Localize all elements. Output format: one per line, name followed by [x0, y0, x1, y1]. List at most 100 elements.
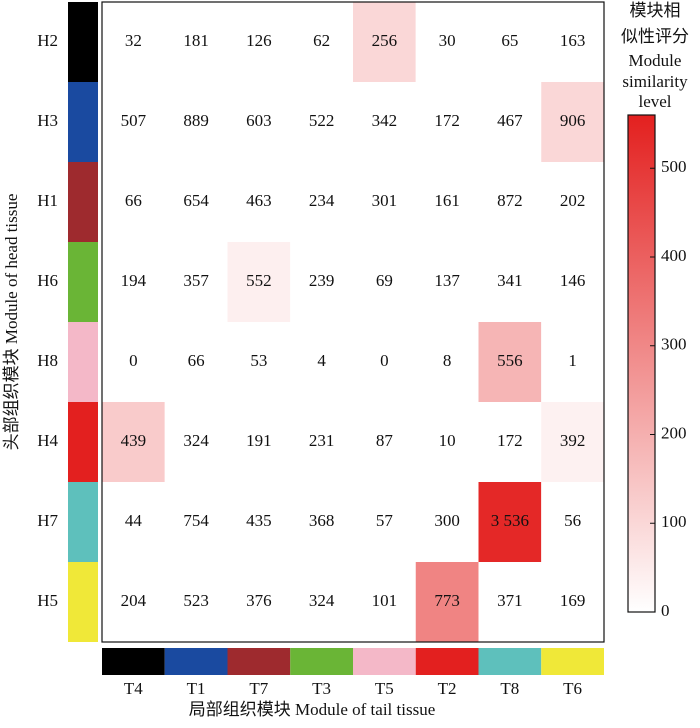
cell-label: 30 [439, 31, 456, 50]
cell-label: 507 [121, 111, 147, 130]
cell-label: 324 [183, 431, 209, 450]
y-tick-label: H4 [37, 431, 58, 450]
x-tick-label: T7 [249, 679, 268, 698]
heat-cell [415, 562, 479, 642]
heat-cell [353, 482, 416, 562]
y-tick-label: H8 [37, 351, 58, 370]
heat-cell [290, 2, 353, 82]
heat-cell [102, 242, 165, 322]
heat-cell [102, 402, 165, 482]
cell-label: 231 [309, 431, 335, 450]
colorbar-title: Module [629, 51, 682, 70]
heat-cell [541, 402, 604, 482]
heat-cell [102, 2, 165, 82]
cell-label: 172 [434, 111, 460, 130]
colorbar-title: 似性评分 [621, 27, 689, 46]
heat-cell [227, 2, 291, 82]
column-color [227, 648, 291, 675]
heat-cell [353, 82, 416, 162]
cell-label: 56 [564, 511, 581, 530]
colorbar-tick-label: 200 [661, 423, 687, 442]
heat-cell [227, 162, 291, 242]
x-tick-label: T3 [312, 679, 331, 698]
cell-label: 126 [246, 31, 272, 50]
heat-cell [164, 322, 228, 402]
cell-label: 256 [372, 31, 398, 50]
column-color [353, 648, 416, 675]
cell-label: 906 [560, 111, 586, 130]
colorbar-tick-label: 100 [661, 512, 687, 531]
heat-cell [541, 322, 604, 402]
cell-label: 368 [309, 511, 335, 530]
cell-label: 69 [376, 271, 393, 290]
heat-cell [415, 242, 479, 322]
cell-label: 556 [497, 351, 523, 370]
heat-cell [164, 2, 228, 82]
colorbar-tick-label: 300 [661, 335, 687, 354]
cell-label: 3 536 [491, 511, 529, 530]
heat-cell [415, 482, 479, 562]
row-color [68, 162, 98, 242]
cell-label: 376 [246, 591, 272, 610]
heat-cell [164, 562, 228, 642]
row-color [68, 322, 98, 402]
cell-label: 32 [125, 31, 142, 50]
column-color [164, 648, 228, 675]
x-tick-label: T8 [500, 679, 519, 698]
cell-label: 10 [439, 431, 456, 450]
heat-cell [478, 402, 542, 482]
heat-cell [353, 562, 416, 642]
y-tick-label: H6 [37, 271, 58, 290]
heat-cell [415, 322, 479, 402]
heat-cell [290, 562, 353, 642]
cell-label: 552 [246, 271, 272, 290]
column-color [415, 648, 479, 675]
heat-cell [353, 2, 416, 82]
y-tick-label: H7 [37, 511, 58, 530]
cell-label: 357 [183, 271, 209, 290]
heat-cell [541, 2, 604, 82]
cell-label: 163 [560, 31, 586, 50]
cell-label: 8 [443, 351, 452, 370]
cell-label: 87 [376, 431, 394, 450]
row-color [68, 242, 98, 322]
colorbar-tick-label: 400 [661, 246, 687, 265]
cell-label: 204 [121, 591, 147, 610]
heat-cell [227, 82, 291, 162]
cell-label: 0 [129, 351, 138, 370]
heat-cell [227, 242, 291, 322]
column-color [478, 648, 542, 675]
heat-cell [541, 562, 604, 642]
heat-cell [290, 82, 353, 162]
cell-label: 66 [125, 191, 142, 210]
heat-cell [353, 402, 416, 482]
cell-label: 301 [372, 191, 398, 210]
colorbar-tick-label: 500 [661, 157, 687, 176]
heat-cell [290, 162, 353, 242]
heat-cell [415, 2, 479, 82]
cell-label: 161 [434, 191, 460, 210]
x-tick-label: T6 [563, 679, 582, 698]
heat-cell [478, 242, 542, 322]
cell-label: 202 [560, 191, 586, 210]
cell-label: 4 [317, 351, 326, 370]
heat-cell [290, 322, 353, 402]
y-axis-label: 头部组织模块 Module of head tissue [2, 194, 21, 451]
heat-cell [478, 82, 542, 162]
cell-label: 342 [372, 111, 398, 130]
x-tick-label: T4 [124, 679, 143, 698]
heat-cell [478, 162, 542, 242]
cell-label: 137 [434, 271, 460, 290]
heat-cell [102, 82, 165, 162]
cell-label: 239 [309, 271, 335, 290]
x-axis-label: 局部组织模块 Module of tail tissue [189, 700, 435, 719]
cell-label: 522 [309, 111, 335, 130]
colorbar-tick-label: 0 [661, 601, 670, 620]
heat-cell [541, 82, 604, 162]
cell-label: 191 [246, 431, 272, 450]
row-color [68, 482, 98, 562]
cell-label: 53 [250, 351, 267, 370]
cell-label: 371 [497, 591, 523, 610]
column-color [541, 648, 604, 675]
